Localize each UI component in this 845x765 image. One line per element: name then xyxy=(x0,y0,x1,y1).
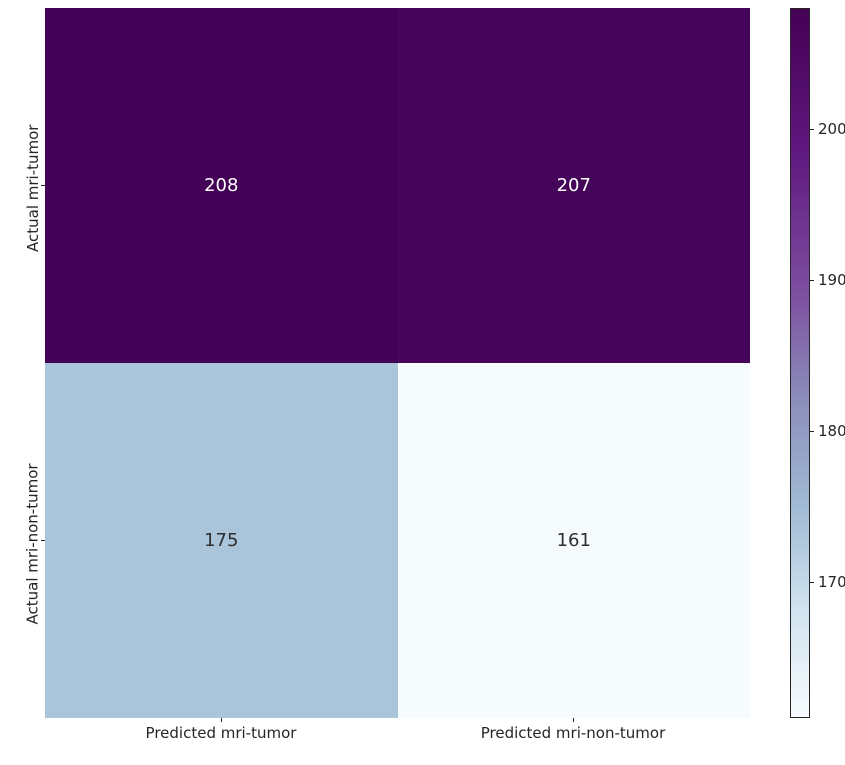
x-axis-label-0: Predicted mri-tumor xyxy=(121,724,321,742)
cell-0-0: 208 xyxy=(45,8,398,363)
cell-1-1: 161 xyxy=(398,363,751,718)
colorbar-gradient xyxy=(791,9,809,717)
colorbar xyxy=(790,8,810,718)
cb-tick-label-2: 190 xyxy=(818,271,845,289)
x-axis-label-1: Predicted mri-non-tumor xyxy=(473,724,673,742)
heatmap-area: 208 207 175 161 xyxy=(45,8,750,718)
y-axis-label-0: Actual mri-tumor xyxy=(24,122,42,252)
cb-tick-line-2 xyxy=(810,280,814,281)
cb-tick-label-1: 180 xyxy=(818,422,845,440)
cb-tick-label-3: 200 xyxy=(818,120,845,138)
cb-tick-line-0 xyxy=(810,582,814,583)
cb-tick-label-0: 170 xyxy=(818,573,845,591)
y-axis-label-1: Actual mri-non-tumor xyxy=(24,460,42,625)
cell-0-1: 207 xyxy=(398,8,751,363)
y-tick-1 xyxy=(41,540,45,541)
x-tick-1 xyxy=(573,718,574,722)
x-tick-0 xyxy=(221,718,222,722)
cb-tick-line-1 xyxy=(810,431,814,432)
heatmap-grid: 208 207 175 161 xyxy=(45,8,750,718)
cb-tick-line-3 xyxy=(810,129,814,130)
cell-1-0: 175 xyxy=(45,363,398,718)
